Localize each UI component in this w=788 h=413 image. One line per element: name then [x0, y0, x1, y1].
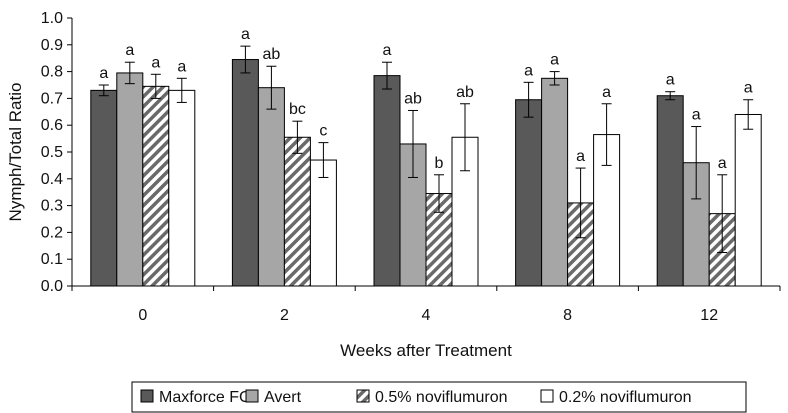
bar — [515, 99, 543, 287]
x-axis-tick-labels: 0 2 4 8 12 — [138, 307, 718, 324]
significance-letter: a — [744, 80, 753, 97]
legend-swatch — [140, 389, 154, 403]
bar — [90, 89, 118, 287]
significance-letter: a — [550, 52, 559, 69]
legend-box — [131, 381, 747, 413]
y-tick-label: 0.2 — [41, 224, 63, 241]
legend-label: Maxforce FC — [159, 389, 251, 406]
bar — [257, 87, 285, 287]
significance-letter: a — [602, 84, 611, 101]
significance-letter: a — [99, 65, 108, 82]
x-tick-label: 8 — [563, 307, 572, 324]
y-tick-label: 0.3 — [41, 198, 63, 215]
legend-label: 0.2% noviflumuron — [559, 389, 692, 406]
y-tick-label: 0.4 — [41, 171, 63, 188]
bar — [656, 95, 684, 287]
legend-label: 0.5% noviflumuron — [375, 389, 508, 406]
significance-letter: a — [241, 26, 250, 43]
significance-letter: a — [576, 148, 585, 165]
legend-label: Avert — [264, 389, 302, 406]
bar — [283, 136, 311, 287]
y-tick-label: 0.7 — [41, 90, 63, 107]
bar — [168, 89, 196, 287]
bar — [373, 75, 401, 287]
significance-letter: a — [383, 42, 392, 59]
x-axis-title: Weeks after Treatment — [340, 341, 512, 360]
significance-letter: a — [151, 54, 160, 71]
significance-letter: a — [125, 42, 134, 59]
significance-letter: a — [666, 72, 675, 89]
y-axis-title: Nymph/Total Ratio — [6, 83, 25, 222]
legend-swatch — [245, 389, 259, 403]
y-tick-label: 0.5 — [41, 144, 63, 161]
significance-letter: ab — [456, 84, 474, 101]
axes — [71, 18, 781, 291]
bar — [309, 159, 337, 287]
significance-letter: b — [435, 155, 444, 172]
significance-letter: ab — [263, 46, 281, 63]
bar — [541, 77, 569, 287]
bar — [116, 72, 144, 287]
error-bars-group — [98, 45, 754, 253]
legend-swatch — [540, 389, 554, 403]
y-tick-label: 0.0 — [41, 278, 63, 295]
x-tick-label: 12 — [700, 307, 718, 324]
y-tick-label: 0.8 — [41, 64, 63, 81]
bars-group — [90, 59, 762, 287]
significance-letter: ab — [404, 90, 422, 107]
significance-letter: a — [718, 155, 727, 172]
legend-swatch — [356, 389, 370, 403]
bar — [142, 85, 170, 287]
y-tick-label: 0.9 — [41, 37, 63, 54]
bar — [734, 113, 762, 287]
y-tick-label: 0.1 — [41, 251, 63, 268]
y-axis-ticks: 0.0 0.1 0.2 0.3 0.4 0.5 0.6 0.7 0.8 0.9 1.0 — [41, 10, 72, 295]
significance-letter: a — [177, 58, 186, 75]
y-tick-label: 1.0 — [41, 10, 63, 27]
x-tick-label: 4 — [422, 307, 431, 324]
x-tick-label: 0 — [138, 307, 147, 324]
significance-letter: a — [524, 62, 533, 79]
y-tick-label: 0.6 — [41, 117, 63, 134]
bar — [231, 59, 259, 287]
significance-letter: c — [319, 123, 327, 140]
legend: Maxforce FC Avert 0.5% noviflumuron 0.2% no… — [131, 381, 747, 413]
x-tick-label: 2 — [280, 307, 289, 324]
significance-letter: a — [692, 107, 701, 124]
significance-letter: bc — [289, 101, 306, 118]
